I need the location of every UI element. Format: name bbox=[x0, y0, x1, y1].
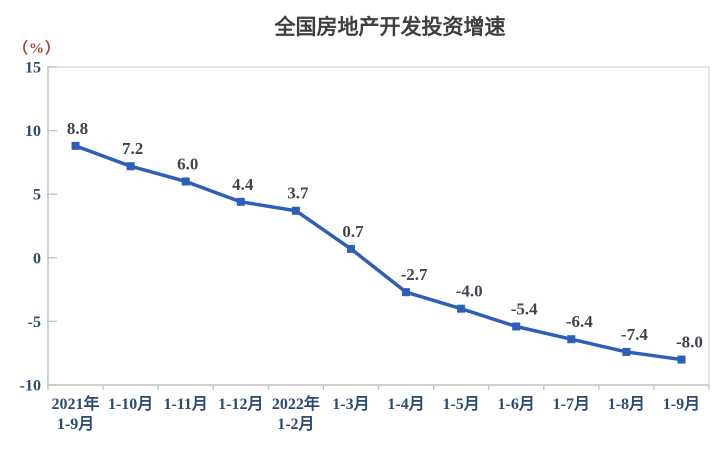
data-point-marker bbox=[567, 335, 576, 344]
data-point-label: 8.8 bbox=[67, 119, 88, 138]
x-axis-category-label: 1-5月 bbox=[442, 395, 479, 413]
data-point-marker bbox=[677, 355, 686, 364]
data-point-marker bbox=[402, 288, 411, 297]
x-axis-category-label: 1-10月 bbox=[108, 395, 153, 413]
data-point-marker bbox=[457, 304, 466, 313]
data-point-label: 0.7 bbox=[342, 222, 364, 241]
data-point-label: 7.2 bbox=[122, 139, 143, 158]
data-point-label: -8.0 bbox=[676, 333, 703, 352]
data-point-marker bbox=[622, 347, 631, 356]
y-axis-tick-label: 10 bbox=[25, 123, 41, 140]
x-axis-category-label: 1-11月 bbox=[163, 395, 207, 413]
data-point-label: 3.7 bbox=[287, 184, 309, 203]
x-axis-category-label: 2022年 bbox=[272, 394, 320, 413]
data-point-marker bbox=[181, 177, 190, 186]
y-axis-tick-label: 15 bbox=[25, 60, 41, 77]
data-point-label: -4.0 bbox=[456, 282, 483, 301]
y-axis-tick-label: 5 bbox=[33, 187, 41, 204]
data-point-label: -7.4 bbox=[621, 325, 648, 344]
data-point-marker bbox=[236, 197, 245, 206]
x-axis-category-label: 1-4月 bbox=[387, 395, 424, 413]
x-axis-category-label: 1-9月 bbox=[663, 395, 700, 413]
chart-title: 全国房地产开发投资增速 bbox=[274, 16, 506, 39]
x-axis-category-label: 1-2月 bbox=[277, 415, 314, 433]
y-axis-tick-label: 0 bbox=[33, 250, 41, 267]
x-axis-category-label: 1-12月 bbox=[218, 395, 263, 413]
y-axis-unit-label: （%） bbox=[13, 41, 62, 57]
data-point-label: 6.0 bbox=[177, 154, 198, 173]
x-axis-category-label: 2021年 bbox=[52, 394, 100, 413]
x-axis-category-label: 1-7月 bbox=[553, 395, 590, 413]
y-axis-tick-label: -5 bbox=[28, 314, 41, 331]
data-point-marker bbox=[512, 322, 521, 331]
data-point-label: -5.4 bbox=[511, 299, 538, 318]
data-point-marker bbox=[346, 244, 355, 253]
x-axis-category-label: 1-6月 bbox=[498, 395, 535, 413]
data-point-marker bbox=[126, 162, 135, 171]
data-point-marker bbox=[71, 141, 80, 150]
y-axis-tick-label: -10 bbox=[20, 378, 41, 395]
x-axis-category-label: 1-9月 bbox=[57, 415, 94, 433]
data-point-label: -2.7 bbox=[401, 265, 428, 284]
x-axis-category-label: 1-8月 bbox=[608, 395, 645, 413]
data-point-label: -6.4 bbox=[566, 312, 593, 331]
data-point-label: 4.4 bbox=[232, 175, 254, 194]
data-point-marker bbox=[291, 206, 300, 215]
x-axis-category-label: 1-3月 bbox=[332, 395, 369, 413]
data-series-line bbox=[73, 144, 684, 362]
